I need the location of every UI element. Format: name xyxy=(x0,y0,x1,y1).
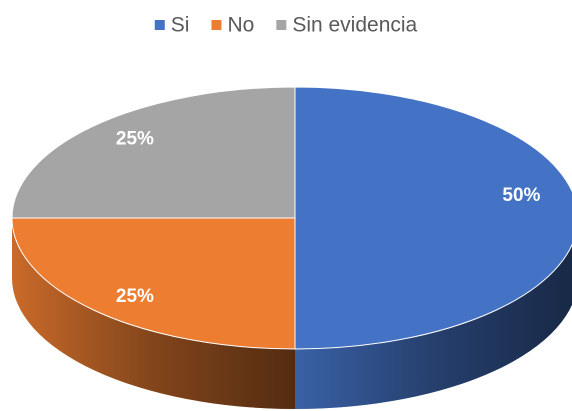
pie-tops xyxy=(11,86,572,350)
legend: Si No Sin evidencia xyxy=(154,14,418,37)
legend-item: Sin evidencia xyxy=(276,14,418,37)
legend-swatch xyxy=(154,20,165,30)
slice-side-shade xyxy=(12,218,295,409)
slice xyxy=(11,217,296,350)
legend-text: No xyxy=(227,14,254,37)
legend-text: Sin evidencia xyxy=(292,14,417,37)
legend-item: Si xyxy=(154,14,190,37)
value-label: 25% xyxy=(116,128,154,149)
slice xyxy=(11,86,296,219)
legend-swatch xyxy=(211,20,222,30)
pie-sides xyxy=(12,218,572,409)
value-labels: 50% 25% 25% xyxy=(116,128,541,306)
slice-side-shade xyxy=(295,244,572,409)
value-label: 50% xyxy=(502,185,540,206)
legend-text: Si xyxy=(171,14,190,37)
slice xyxy=(294,86,572,350)
value-label: 25% xyxy=(116,286,154,307)
legend-swatch xyxy=(276,20,287,30)
legend-item: No xyxy=(211,14,254,37)
